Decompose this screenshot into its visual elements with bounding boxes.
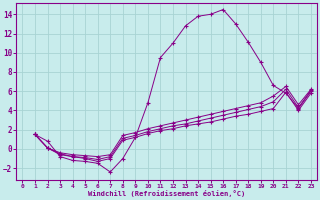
X-axis label: Windchill (Refroidissement éolien,°C): Windchill (Refroidissement éolien,°C) (88, 190, 245, 197)
